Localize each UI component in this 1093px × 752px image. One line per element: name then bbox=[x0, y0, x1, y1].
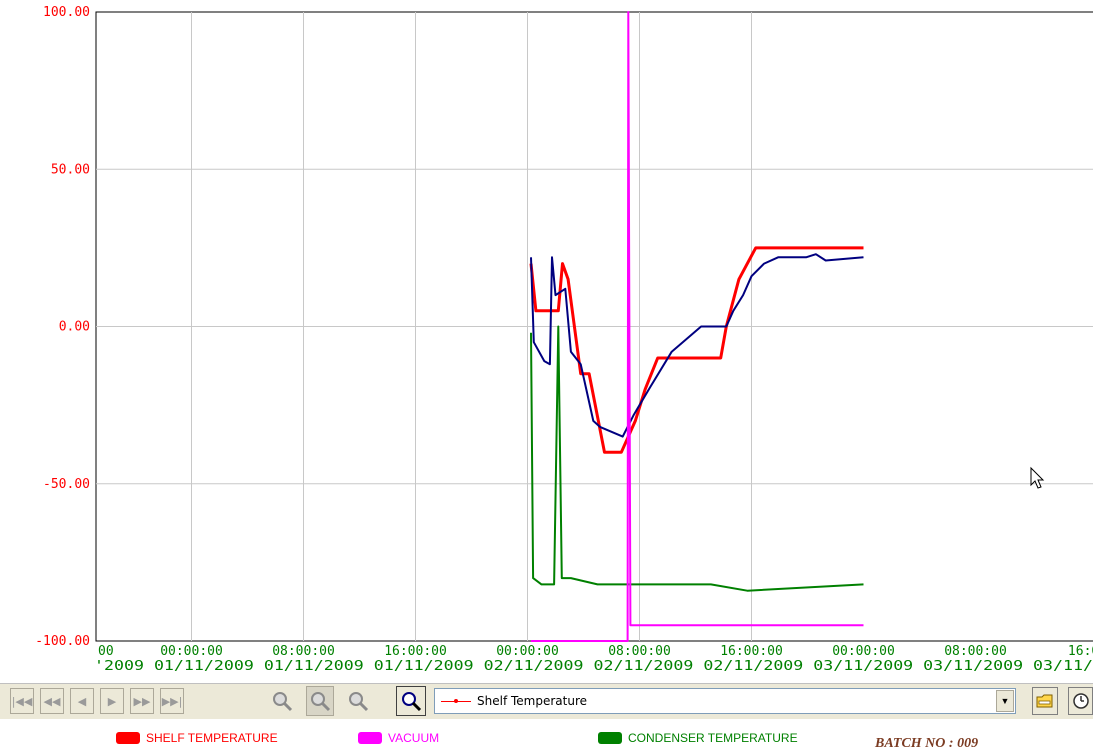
y-tick-label: -100.00 bbox=[35, 634, 90, 649]
legend-swatch bbox=[598, 732, 622, 744]
series-dropdown[interactable]: Shelf Temperature ▼ bbox=[434, 688, 1016, 714]
legend-item-vacuum: VACUUM bbox=[358, 731, 439, 745]
folder-icon bbox=[1036, 694, 1053, 708]
mouse-pointer-shape bbox=[1030, 466, 1045, 489]
x-tick-label: 08:00:00 bbox=[608, 644, 671, 659]
next-fast-button[interactable]: ▶▶ bbox=[130, 688, 154, 714]
previous-fast-button[interactable]: ◀◀ bbox=[40, 688, 64, 714]
y-tick-label: 50.00 bbox=[51, 162, 90, 177]
previous-button[interactable]: ◀ bbox=[70, 688, 94, 714]
chevron-down-icon[interactable]: ▼ bbox=[996, 690, 1014, 712]
series-dropdown-value: Shelf Temperature bbox=[477, 694, 587, 708]
series-marker-sample bbox=[454, 699, 458, 703]
magnifier-icon bbox=[273, 692, 293, 712]
legend-label: CONDENSER TEMPERATURE bbox=[628, 731, 798, 745]
x-tick-label: 00:00:00 bbox=[832, 644, 895, 659]
legend-item-condenser-temperature: CONDENSER TEMPERATURE bbox=[598, 731, 798, 745]
x-tick-label: 16:00 bbox=[1068, 644, 1093, 659]
y-tick-label: 100.00 bbox=[43, 5, 90, 20]
series-line-condenser-temperature bbox=[530, 325, 864, 592]
chart-legend: SHELF TEMPERATURE VACUUM CONDENSER TEMPE… bbox=[0, 719, 1093, 751]
chart-canvas: 100.00 50.00 0.00 -50.00 -100.00 00 00:00:00 0… bbox=[35, 5, 1093, 674]
x-tick-label: 08:00:00 bbox=[272, 644, 335, 659]
magnifier-icon bbox=[311, 692, 331, 712]
last-page-button[interactable]: ▶▶| bbox=[160, 688, 184, 714]
zoom-reset-button[interactable] bbox=[344, 686, 372, 716]
legend-swatch bbox=[358, 732, 382, 744]
clock-icon bbox=[1072, 693, 1089, 709]
legend-swatch bbox=[116, 732, 140, 744]
series-line-shelf-temperature bbox=[529, 246, 864, 454]
magnifier-icon bbox=[349, 692, 369, 712]
legend-label: VACUUM bbox=[388, 731, 440, 745]
x-tick-label: 16:00:00 bbox=[720, 644, 783, 659]
y-tick-label: 0.00 bbox=[59, 320, 90, 335]
x-tick-label: 16:00:00 bbox=[384, 644, 447, 659]
zoom-select-button[interactable] bbox=[396, 686, 426, 716]
time-settings-button[interactable] bbox=[1068, 687, 1093, 715]
x-tick-label: 08:00:00 bbox=[944, 644, 1007, 659]
legend-label: SHELF TEMPERATURE bbox=[146, 731, 278, 745]
batch-number: BATCH NO : 009 bbox=[875, 736, 979, 751]
x-tick-label: 00:00:00 bbox=[160, 644, 223, 659]
x-tick-label: 00:00:00 bbox=[496, 644, 559, 659]
first-page-button[interactable]: |◀◀ bbox=[10, 688, 34, 714]
legend-item-shelf-temperature: SHELF TEMPERATURE bbox=[116, 731, 278, 745]
open-file-button[interactable] bbox=[1032, 687, 1058, 715]
mouse-pointer-icon bbox=[1030, 466, 1045, 489]
chart-toolbar: |◀◀ ◀◀ ◀ ▶ ▶▶ ▶▶| Shelf Temperature ▼ bbox=[0, 683, 1093, 720]
zoom-out-button[interactable] bbox=[306, 686, 334, 716]
trend-chart[interactable]: 100.00 50.00 0.00 -50.00 -100.00 00 00:00:00 0… bbox=[0, 0, 1093, 683]
series-line-vacuum bbox=[531, 11, 864, 642]
zoom-in-button[interactable] bbox=[268, 686, 296, 716]
series-line-shelf-temperature-read-back bbox=[530, 253, 864, 438]
magnifier-icon bbox=[402, 692, 422, 712]
x-date-labels: '2009 01/11/2009 01/11/2009 01/11/2009 0… bbox=[94, 659, 1093, 674]
next-button[interactable]: ▶ bbox=[100, 688, 124, 714]
y-tick-label: -50.00 bbox=[43, 477, 90, 492]
x-tick-label: 00 bbox=[98, 644, 114, 659]
